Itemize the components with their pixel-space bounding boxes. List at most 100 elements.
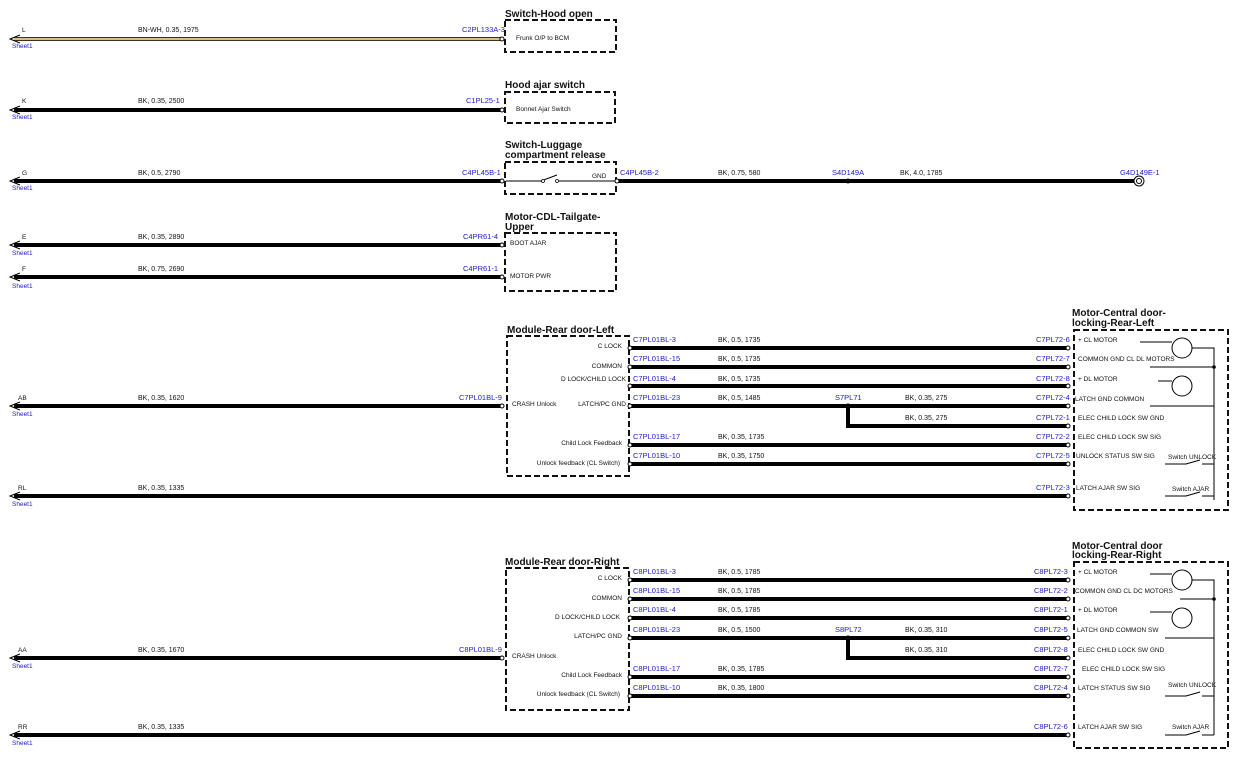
pin-label: COMMON GND CL DL MOTORS <box>1078 356 1175 363</box>
offsheet-letter: F <box>22 266 26 273</box>
connector-label: C8PL01BL-17 <box>633 664 680 673</box>
wire-label: BK, 0.5, 1785 <box>718 607 761 614</box>
sheet-link[interactable]: Sheet1 <box>12 114 33 121</box>
pin-label: UNLOCK STATUS SW SIG <box>1076 453 1155 460</box>
pin-label: LATCH GND COMMON <box>1075 396 1145 403</box>
pin-label: CRASH Unlock <box>512 653 557 660</box>
pin <box>499 107 505 113</box>
connector-label: C7PL72-3 <box>1036 483 1070 492</box>
sheet-link[interactable]: Sheet1 <box>12 740 33 747</box>
wire-label: BK, 4.0, 1785 <box>900 170 943 177</box>
component-rear-door-left-module: Module-Rear door-Left CRASH Unlock C LOC… <box>506 325 630 477</box>
motor-icon <box>1150 569 1215 639</box>
offsheet-arrow[interactable] <box>8 730 21 740</box>
pin-label: Unlock feedback (CL Switch) <box>537 460 620 467</box>
splice-label: S8PL72 <box>835 625 862 634</box>
connector-label: C4PL45B-2 <box>620 168 659 177</box>
switch-icon <box>1165 491 1214 497</box>
connector-label: C8PL01BL-9 <box>459 645 502 654</box>
connector-label: C7PL01BL-9 <box>459 393 502 402</box>
sheet-link[interactable]: Sheet1 <box>12 663 33 670</box>
circuit-K: K Sheet1 BK, 0.35, 2500 C1PL25-1 <box>8 96 505 121</box>
connector-label: C4PR61-1 <box>463 264 498 273</box>
component-hood-open-switch: Switch-Hood open Frunk O/P to BCM <box>504 9 617 53</box>
pin-label: + DL MOTOR <box>1078 607 1118 614</box>
pin-label: LATCH AJAR SW SIG <box>1076 485 1140 492</box>
offsheet-arrow[interactable] <box>8 272 21 282</box>
pin <box>1065 732 1071 738</box>
pin <box>499 178 505 184</box>
connector-label: C8PL01BL-15 <box>633 586 680 595</box>
pin-label: LATCH/PC GND <box>578 401 626 408</box>
connector-label: C7PL72-7 <box>1036 354 1070 363</box>
pin-label: + DL MOTOR <box>1078 376 1118 383</box>
offsheet-letter: K <box>22 98 27 105</box>
circuit-AA: AA Sheet1 BK, 0.35, 1670 C8PL01BL-9 <box>8 645 505 670</box>
wire-label: BK, 0.5, 1735 <box>718 337 761 344</box>
pin-label: D LOCK/CHILD LOCK <box>561 376 627 383</box>
switch-label: Switch AJAR <box>1172 724 1210 731</box>
offsheet-letter: RL <box>18 485 27 492</box>
component-title: Motor-Central door <box>1072 541 1163 552</box>
wire-label: BK, 0.35, 275 <box>905 395 948 402</box>
sheet-link[interactable]: Sheet1 <box>12 43 33 50</box>
circuit-G: G Sheet1 BK, 0.5, 2790 C4PL45B-1 <box>8 168 505 192</box>
wire-label: BK, 0.35, 1620 <box>138 395 184 402</box>
pin-label: Unlock feedback (CL Switch) <box>537 691 620 698</box>
pin <box>499 655 505 661</box>
offsheet-letter: L <box>22 27 26 34</box>
pin <box>499 274 505 280</box>
wire-label: BK, 0.35, 1800 <box>718 685 764 692</box>
pin-label: Bonnet Ajar Switch <box>516 106 571 113</box>
connector-label: C7PL72-6 <box>1036 335 1070 344</box>
circuit-RL: RL Sheet1 BK, 0.35, 1335 C7PL72-3 <box>8 483 1071 508</box>
component-rear-right-latch: Motor-Central door locking-Rear-Right + … <box>1072 541 1229 749</box>
pin <box>499 36 505 42</box>
sheet-link[interactable]: Sheet1 <box>12 250 33 257</box>
connector-label: C8PL72-5 <box>1034 625 1068 634</box>
offsheet-arrow[interactable] <box>8 240 21 250</box>
ground-path: C4PL45B-2 BK, 0.75, 580 S4D149A BK, 4.0,… <box>614 168 1160 187</box>
wire-label: BK, 0.35, 310 <box>905 627 948 634</box>
sheet-link[interactable]: Sheet1 <box>12 501 33 508</box>
offsheet-arrow[interactable] <box>8 401 21 411</box>
pin-label: GND <box>592 173 607 180</box>
pin-label: ELEC CHILD LOCK SW GND <box>1078 415 1165 422</box>
pin-label: CRASH Unlock <box>512 401 557 408</box>
ground-icon <box>1133 175 1145 187</box>
offsheet-arrow[interactable] <box>8 653 21 663</box>
pin-label: LATCH STATUS SW SIG <box>1078 685 1151 692</box>
component-rear-door-right-module: Module-Rear door-Right CRASH Unlock C LO… <box>505 557 630 711</box>
offsheet-arrow[interactable] <box>8 176 21 186</box>
circuit-F: F Sheet1 BK, 0.75, 2690 C4PR61-1 <box>8 264 505 290</box>
connector-label: C7PL01BL-4 <box>633 374 676 383</box>
wire-label: BK, 0.5, 1735 <box>718 356 761 363</box>
connector-label: C7PL72-4 <box>1036 393 1070 402</box>
offsheet-arrow[interactable] <box>8 34 21 44</box>
component-title: Motor-CDL-Tailgate- <box>505 212 600 223</box>
pin-label: BOOT AJAR <box>510 240 547 247</box>
component-luggage-release-switch: Switch-Luggage compartment release GND <box>504 140 617 195</box>
splice-dot <box>845 178 851 184</box>
splice-label: S4D149A <box>832 168 864 177</box>
connector-label: C8PL72-6 <box>1034 722 1068 731</box>
pin-label: C LOCK <box>598 575 623 582</box>
sheet-link[interactable]: Sheet1 <box>12 411 33 418</box>
connector-label: C7PL01BL-3 <box>633 335 676 344</box>
switch-label: Switch UNLOCK <box>1168 682 1217 689</box>
offsheet-arrow[interactable] <box>8 491 21 501</box>
connector-label: C8PL72-4 <box>1034 683 1068 692</box>
pin-label: COMMON <box>592 595 623 602</box>
motor-icon <box>1150 365 1216 397</box>
connector-label: C8PL72-7 <box>1034 664 1068 673</box>
harness-rear-left: C7PL01BL-3 BK, 0.5, 1735 C7PL72-6 C7PL01… <box>627 335 1071 467</box>
component-title: Hood ajar switch <box>505 80 585 91</box>
circuit-AB: AB Sheet1 BK, 0.35, 1620 C7PL01BL-9 <box>8 393 505 418</box>
offsheet-arrow[interactable] <box>8 105 21 115</box>
connector-label: C8PL72-8 <box>1034 645 1068 654</box>
switch-label: Switch AJAR <box>1172 486 1210 493</box>
sheet-link[interactable]: Sheet1 <box>12 185 33 192</box>
sheet-link[interactable]: Sheet1 <box>12 283 33 290</box>
offsheet-letter: AB <box>18 395 27 402</box>
